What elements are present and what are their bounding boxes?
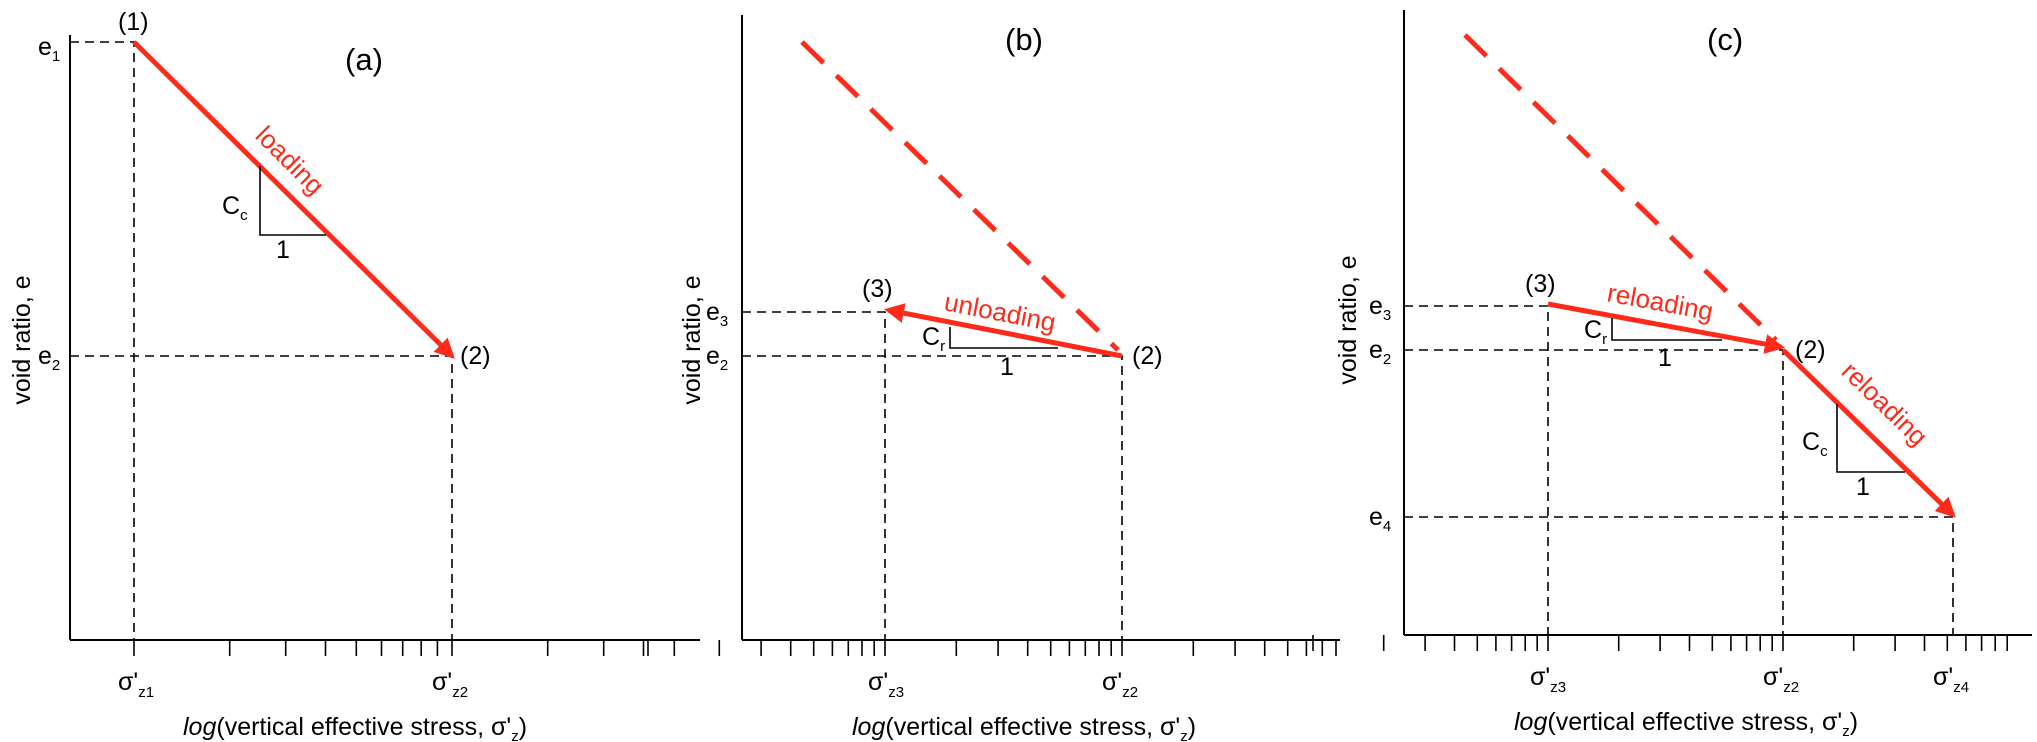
- virgin-line-dashed: [800, 40, 1120, 352]
- slope-triangle: [949, 327, 1058, 349]
- virgin-line-dashed: [1463, 33, 1778, 342]
- guide-e4: [1404, 516, 1954, 635]
- x-axis-ticks: [647, 640, 1337, 656]
- slope-triangle-cr: [1611, 318, 1722, 341]
- y-axis-title: void ratio, e: [8, 275, 36, 404]
- x-axis-ticks: [133, 640, 676, 656]
- slope-one-label: 1: [276, 236, 290, 264]
- guide-e3: [742, 311, 886, 640]
- reloading-label-2: reloading: [1836, 356, 1934, 452]
- sigma-z3-label: σ'z3: [868, 668, 904, 701]
- guide-e1: [70, 41, 135, 640]
- guide-e2: [70, 355, 453, 640]
- y-axis-title: void ratio, e: [678, 275, 706, 404]
- e3-label: e3: [706, 298, 728, 330]
- point-2-label: (2): [1795, 336, 1826, 364]
- e3-label: e3: [1369, 292, 1391, 324]
- guide-e2: [1404, 349, 1784, 635]
- point-2-label: (2): [460, 342, 491, 370]
- point-2-label: (2): [1132, 342, 1163, 370]
- slope-cr-label: Cr: [1584, 316, 1607, 348]
- sigma-z4-label: σ'z4: [1933, 663, 1969, 696]
- sigma-z2-label: σ'z2: [432, 668, 468, 701]
- e1-label: e1: [38, 33, 60, 65]
- point-1-label: (1): [118, 8, 149, 36]
- slope-cr-label: Cr: [922, 323, 945, 355]
- e2-label: e2: [1369, 336, 1391, 368]
- sigma-z2-label: σ'z2: [1763, 663, 1799, 696]
- point-3-label: (3): [862, 275, 893, 303]
- panel-c: (c) (3) (2) e3 e2 e4 σ'z3 σ'z2 σ'z4 relo…: [1312, 10, 2032, 740]
- slope-one-label-1: 1: [1658, 344, 1672, 372]
- slope-one-label-2: 1: [1856, 473, 1870, 501]
- e4-label: e4: [1369, 503, 1391, 535]
- e2-label: e2: [38, 342, 60, 374]
- guide-e2: [742, 355, 1123, 640]
- panel-tag: (a): [345, 42, 383, 77]
- x-axis-ticks: [1312, 635, 2008, 651]
- e2-label: e2: [706, 342, 728, 374]
- panel-tag: (b): [1005, 22, 1043, 57]
- panel-b: (b) (3) (2) e3 e2 σ'z3 σ'z2 unloading Cr…: [647, 15, 1340, 742]
- guide-e3: [1404, 305, 1549, 635]
- unloading-curve: [884, 303, 1123, 359]
- panel-a: (a) (1) (2) e1 e2 σ'z1 σ'z2 loading Cc 1…: [8, 8, 700, 742]
- x-axis-title: log(vertical effective stress, σ'z): [852, 713, 1196, 742]
- slope-cc-label: Cc: [1802, 428, 1828, 460]
- reloading-curve-1: [1547, 301, 1785, 354]
- sigma-z2-label: σ'z2: [1102, 668, 1138, 701]
- reloading-curve-2: [1781, 348, 1956, 518]
- slope-cc-label: Cc: [222, 192, 248, 224]
- loading-label: loading: [250, 120, 331, 201]
- x-axis-title: log(vertical effective stress, σ'z): [1514, 708, 1858, 740]
- slope-one-label: 1: [1000, 353, 1014, 381]
- point-3-label: (3): [1525, 270, 1556, 298]
- sigma-z3-label: σ'z3: [1530, 663, 1566, 696]
- slope-triangle: [259, 166, 326, 236]
- loading-curve: [132, 40, 455, 359]
- x-axis-title: log(vertical effective stress, σ'z): [183, 713, 527, 742]
- y-axis-title: void ratio, e: [1334, 255, 1362, 384]
- sigma-z1-label: σ'z1: [118, 668, 154, 701]
- slope-triangle-cc: [1836, 404, 1905, 473]
- panel-tag: (c): [1707, 22, 1743, 57]
